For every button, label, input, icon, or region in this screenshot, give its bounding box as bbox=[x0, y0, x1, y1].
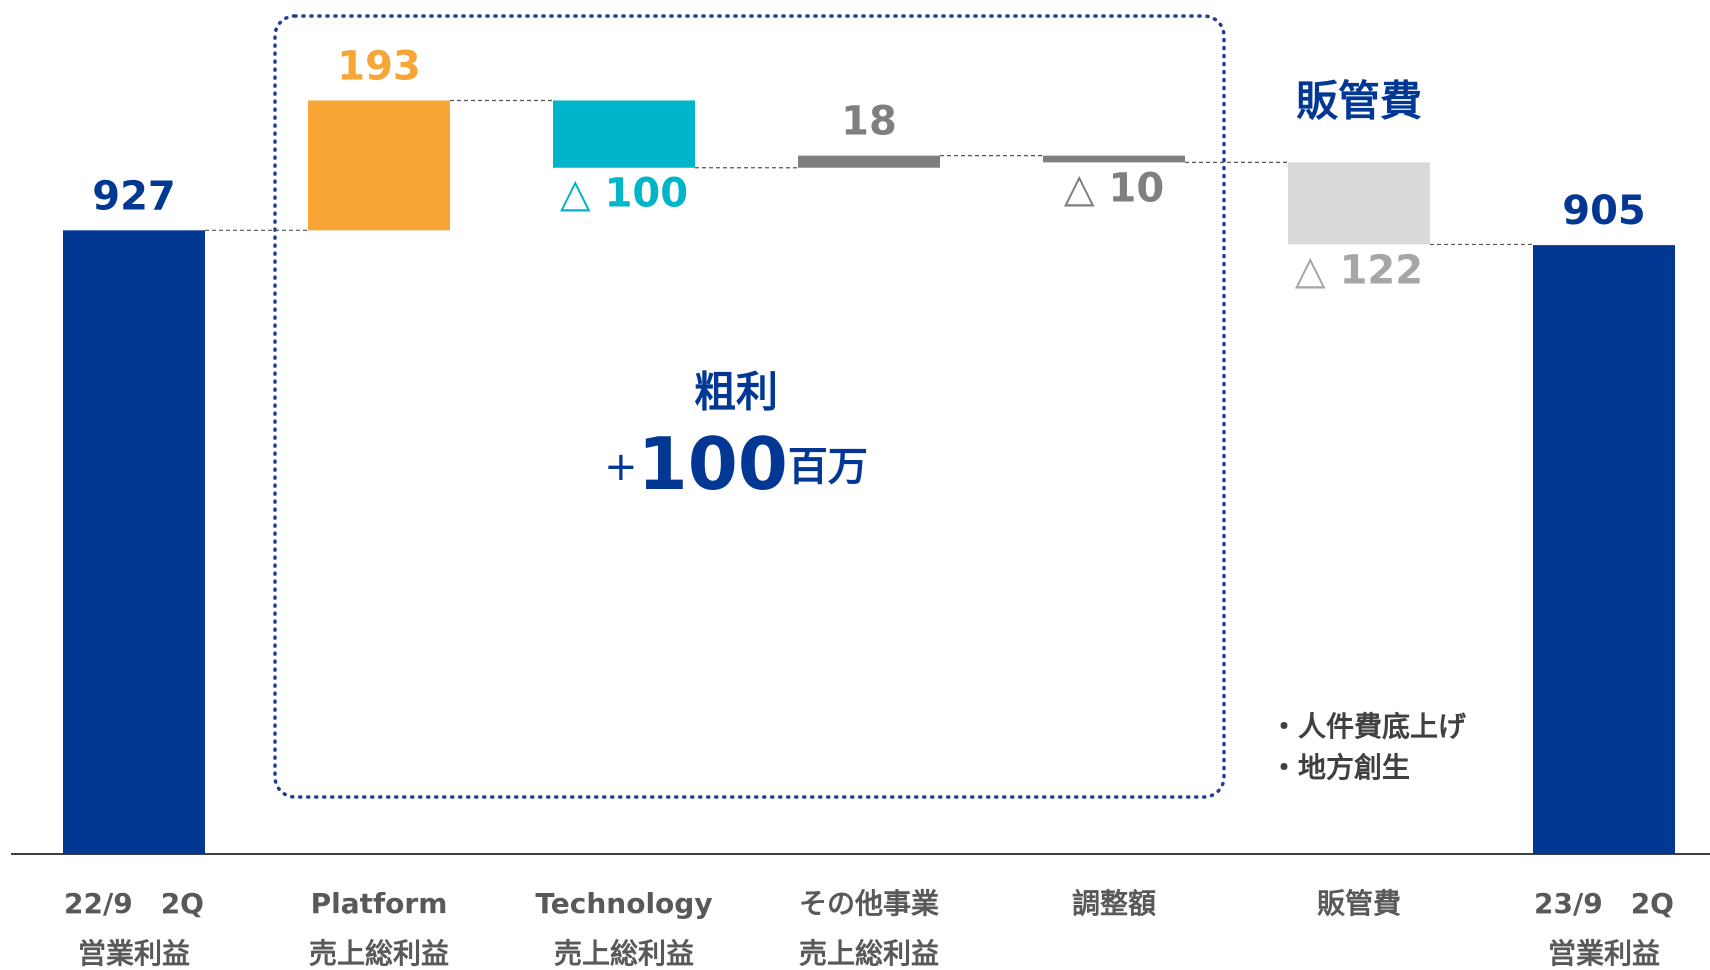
value-label: 905 bbox=[1562, 188, 1646, 234]
bar bbox=[553, 100, 695, 168]
gross-profit-label: 粗利 bbox=[694, 368, 778, 417]
x-tick-label: 売上総利益 bbox=[554, 937, 694, 970]
value-label: 18 bbox=[841, 99, 897, 145]
value-label: △ 10 bbox=[1064, 165, 1164, 211]
x-tick-label: 23/9 2Q bbox=[1534, 887, 1674, 920]
gross-profit-value: +100百万 bbox=[604, 422, 868, 506]
value-label: 193 bbox=[337, 43, 421, 89]
amount: 100 bbox=[638, 422, 788, 506]
sga-title: 販管費 bbox=[1296, 77, 1422, 126]
value-label: 927 bbox=[92, 173, 176, 219]
x-tick-label: その他事業 bbox=[799, 887, 939, 920]
x-tick-label: 22/9 2Q bbox=[64, 887, 204, 920]
gross-profit-box bbox=[273, 14, 1226, 799]
x-tick-label: 営業利益 bbox=[1548, 937, 1660, 970]
bar bbox=[1043, 155, 1185, 163]
bar bbox=[63, 230, 205, 855]
bar bbox=[798, 155, 940, 168]
bar bbox=[1533, 245, 1675, 855]
x-tick-label: 販管費 bbox=[1317, 887, 1401, 920]
x-tick-label: 売上総利益 bbox=[799, 937, 939, 970]
note: ・人件費底上げ bbox=[1270, 710, 1467, 743]
value-label: △ 100 bbox=[560, 171, 688, 217]
unit: 百万 bbox=[788, 444, 868, 490]
x-tick-label: Technology bbox=[535, 887, 712, 920]
note: ・地方創生 bbox=[1270, 751, 1410, 784]
x-tick-label: 調整額 bbox=[1072, 887, 1156, 920]
value-label: △ 122 bbox=[1295, 247, 1423, 293]
bar bbox=[1288, 162, 1430, 245]
sign: + bbox=[604, 444, 638, 490]
x-tick-label: 営業利益 bbox=[78, 937, 190, 970]
x-tick-label: Platform bbox=[311, 887, 448, 920]
x-tick-label: 売上総利益 bbox=[309, 937, 449, 970]
bar bbox=[308, 100, 450, 231]
